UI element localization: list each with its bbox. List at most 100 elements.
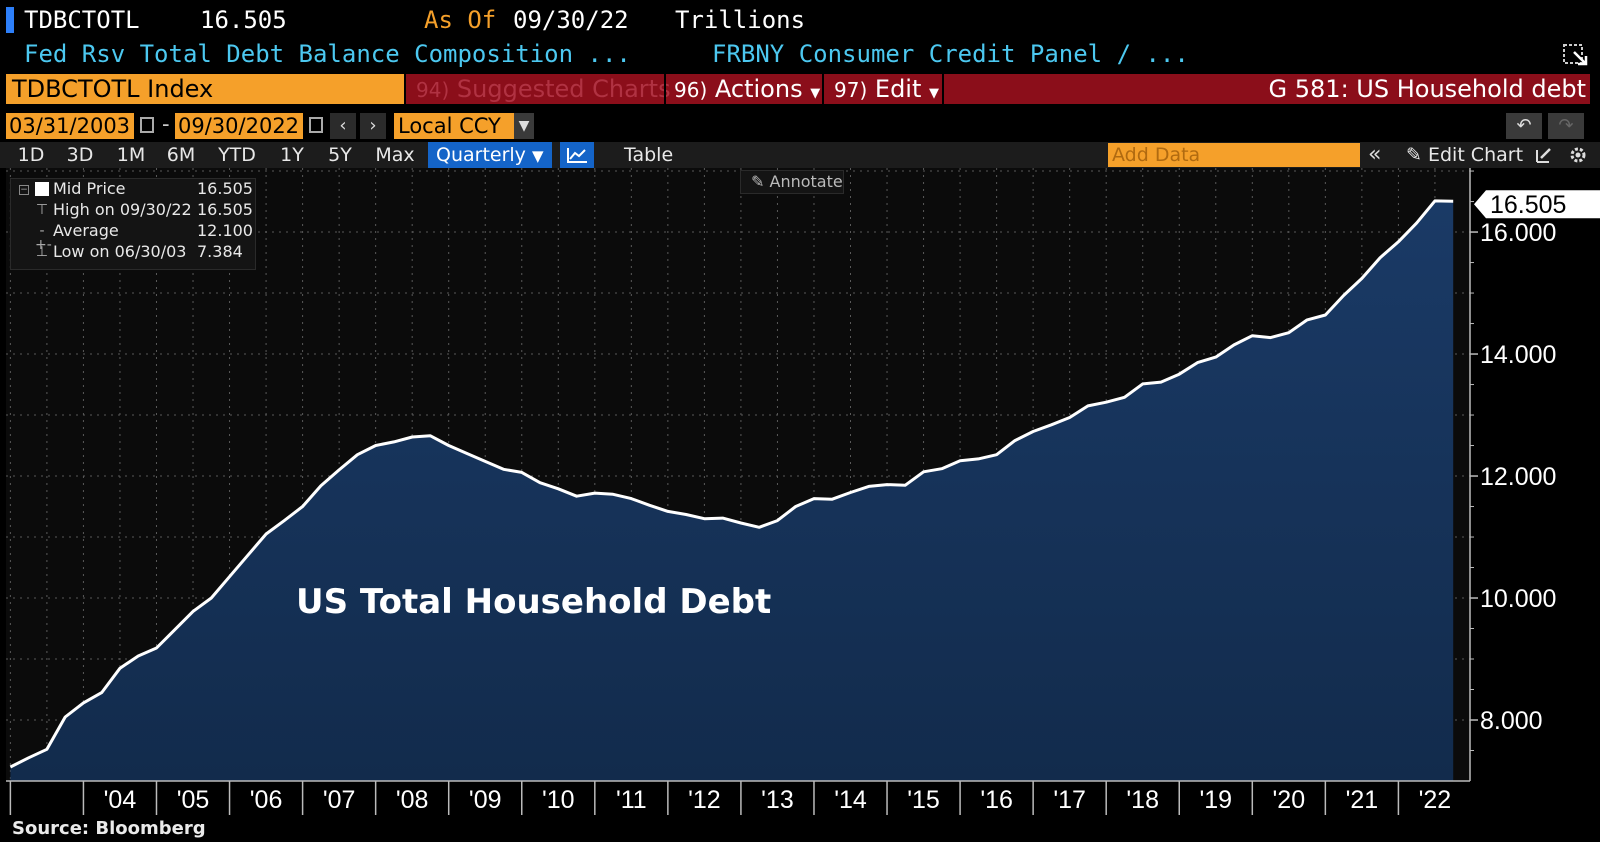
caret-down-icon[interactable]: ▼	[514, 113, 534, 139]
line-chart-icon[interactable]	[560, 142, 594, 168]
range-max[interactable]: Max	[375, 144, 415, 166]
edit-label: Edit	[874, 75, 922, 103]
legend-row-low: ⊥ Low on 06/30/03 7.384	[11, 242, 257, 262]
legend-value: 7.384	[197, 242, 243, 261]
x-tick-label: '20	[1273, 786, 1306, 814]
legend-value: 16.505	[197, 200, 253, 219]
x-tick-label: '22	[1419, 786, 1452, 814]
legend-value: 12.100	[197, 221, 253, 240]
description-row: Fed Rsv Total Debt Balance Composition .…	[0, 38, 1600, 68]
legend-row-mid: Mid Price 16.505	[11, 179, 257, 199]
currency-select[interactable]: Local CCY	[394, 113, 534, 139]
range-1d[interactable]: 1D	[17, 144, 45, 166]
security-field[interactable]: TDBCTOTL Index	[6, 74, 404, 104]
header-row: TDBCTOTL 16.505 As Of 09/30/22 Trillions	[0, 4, 1600, 34]
chart-area: 8.000 10.000 12.000 14.000 16.000 '04 '05 '06 '0…	[0, 168, 1600, 820]
edit-chart-button[interactable]: ✎ Edit Chart	[1406, 142, 1523, 168]
high-marker-icon: ⊤	[35, 202, 49, 218]
legend-label: Low on 06/30/03	[53, 242, 187, 261]
date-separator: -	[162, 112, 170, 136]
pencil-icon: ✎	[1406, 144, 1422, 166]
edit-number: 97)	[834, 78, 868, 102]
actions-menu[interactable]: 96) Actions ▼	[664, 74, 824, 104]
command-bar: TDBCTOTL Index 94) Suggested Charts 96) …	[0, 72, 1600, 106]
legend-box: − Mid Price 16.505 ⊤ High on 09/30/22 16…	[10, 178, 256, 270]
range-6m[interactable]: 6M	[166, 144, 196, 166]
x-tick-label: '21	[1346, 786, 1379, 814]
range-5y[interactable]: 5Y	[328, 144, 352, 166]
add-data-input[interactable]: Add Data	[1108, 143, 1360, 167]
table-button[interactable]: Table	[624, 144, 674, 166]
legend-swatch	[35, 182, 49, 196]
actions-label: Actions	[714, 75, 803, 103]
y-tick-label: 10.000	[1480, 585, 1556, 613]
x-tick-label: '11	[616, 786, 647, 814]
unit-label: Trillions	[675, 6, 806, 34]
x-tick-label: '13	[761, 786, 794, 814]
last-value-flag	[1474, 190, 1600, 219]
range-1y[interactable]: 1Y	[280, 144, 304, 166]
chevron-left-icon[interactable]: ‹	[330, 113, 356, 139]
caret-down-icon: ▼	[531, 147, 544, 165]
legend-label: Mid Price	[53, 179, 126, 198]
legend-value: 16.505	[197, 179, 253, 198]
frequency-label: Quarterly	[436, 144, 526, 166]
x-tick-label: '07	[323, 786, 356, 814]
legend-label: Average	[53, 221, 119, 240]
low-marker-icon: ⊥	[35, 244, 49, 260]
gear-icon[interactable]	[1568, 145, 1588, 165]
suggested-charts-button[interactable]: 94) Suggested Charts	[406, 74, 671, 104]
redo-icon[interactable]: ↷	[1548, 113, 1584, 139]
actions-number: 96)	[674, 78, 708, 102]
end-date-field[interactable]: 09/30/2022	[175, 113, 303, 139]
ticker-marker	[6, 7, 14, 33]
edit-chart-label: Edit Chart	[1427, 144, 1524, 166]
chart-annotation: US Total Household Debt	[296, 582, 772, 622]
range-1m[interactable]: 1M	[116, 144, 146, 166]
y-tick-label: 8.000	[1480, 707, 1543, 735]
x-tick-label: '18	[1126, 786, 1159, 814]
as-of-label: As Of	[424, 6, 497, 34]
start-date-field[interactable]: 03/31/2003	[6, 113, 134, 139]
source-note: Source: Bloomberg	[12, 818, 206, 839]
y-tick-label: 14.000	[1480, 341, 1556, 369]
collapse-legend-icon[interactable]: −	[19, 185, 29, 195]
edit-menu[interactable]: 97) Edit ▼	[826, 74, 944, 104]
command-bar-background	[406, 74, 1590, 104]
calendar-icon[interactable]	[140, 117, 154, 133]
description-right[interactable]: FRBNY Consumer Credit Panel / ...	[712, 40, 1189, 68]
suggested-number: 94)	[416, 78, 450, 102]
y-tick-label: 16.000	[1480, 219, 1556, 247]
x-tick-label: '06	[250, 786, 283, 814]
legend-label: High on 09/30/22	[53, 200, 192, 219]
collapse-icon[interactable]: «	[1368, 142, 1382, 167]
x-tick-label: '05	[177, 786, 210, 814]
x-tick-label: '14	[834, 786, 867, 814]
x-tick-label: '16	[980, 786, 1013, 814]
description-left[interactable]: Fed Rsv Total Debt Balance Composition .…	[24, 40, 631, 68]
x-tick-label: '17	[1053, 786, 1086, 814]
annotate-button[interactable]: ✎ Annotate	[740, 170, 844, 194]
x-tick-label: '15	[907, 786, 940, 814]
page-title: G 581: US Household debt	[1268, 75, 1586, 103]
ticker-symbol: TDBCTOTL	[24, 6, 140, 34]
popout-icon[interactable]	[1562, 42, 1590, 68]
undo-icon[interactable]: ↶	[1506, 113, 1542, 139]
x-tick-label: '09	[469, 786, 502, 814]
legend-row-high: ⊤ High on 09/30/22 16.505	[11, 200, 257, 220]
range-3d[interactable]: 3D	[66, 144, 94, 166]
range-ytd[interactable]: YTD	[218, 144, 256, 166]
legend-row-average: -+- Average 12.100	[11, 221, 257, 253]
calendar-icon[interactable]	[309, 117, 323, 133]
x-tick-label: '08	[396, 786, 429, 814]
frequency-select[interactable]: Quarterly ▼	[428, 142, 552, 168]
x-tick-label: '19	[1199, 786, 1232, 814]
x-tick-label: '04	[104, 786, 137, 814]
x-tick-label: '10	[542, 786, 575, 814]
chevron-right-icon[interactable]: ›	[360, 113, 386, 139]
average-marker-icon: -+-	[35, 223, 52, 253]
x-tick-label: '12	[688, 786, 721, 814]
date-row: 03/31/2003 - 09/30/2022 ‹ › Local CCY ▼ …	[0, 112, 1600, 140]
draw-tool-icon[interactable]	[1534, 145, 1554, 165]
chart-svg: 8.000 10.000 12.000 14.000 16.000 '04 '05 '06 '0…	[6, 168, 1600, 815]
